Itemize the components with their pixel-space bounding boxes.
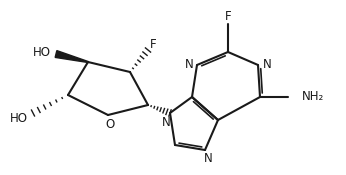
Text: HO: HO	[33, 46, 51, 58]
Text: F: F	[150, 38, 156, 51]
Text: N: N	[185, 58, 193, 71]
Text: HO: HO	[10, 113, 28, 125]
Text: F: F	[225, 10, 231, 23]
Text: N: N	[263, 58, 271, 71]
Polygon shape	[55, 51, 88, 62]
Text: NH₂: NH₂	[302, 90, 324, 103]
Text: O: O	[106, 117, 115, 131]
Text: N: N	[162, 116, 170, 128]
Text: N: N	[204, 152, 212, 166]
